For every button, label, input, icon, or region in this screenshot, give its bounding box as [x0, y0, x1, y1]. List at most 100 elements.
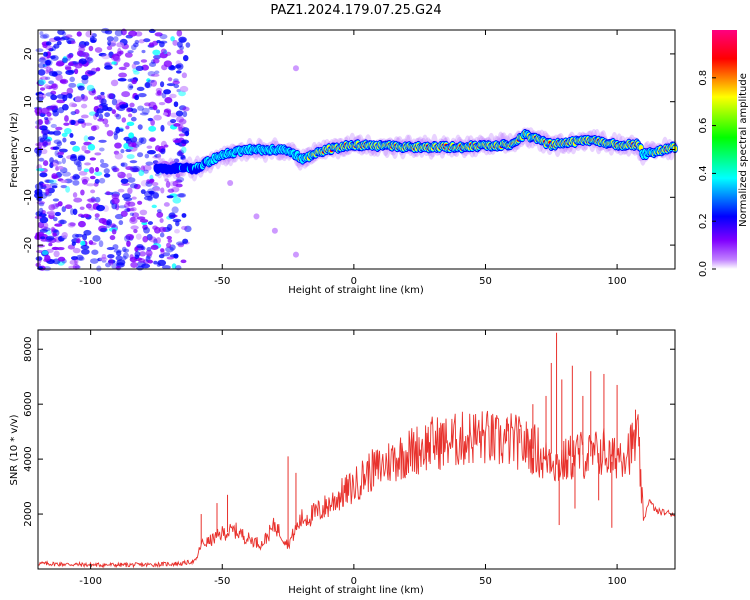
spectrogram-cell	[93, 113, 98, 120]
spectrogram-cell	[94, 217, 99, 221]
spectrogram-cell	[82, 233, 88, 241]
y-tick-label: 8000	[23, 337, 34, 362]
spectrogram-cell	[166, 223, 173, 231]
spectrogram-cell	[129, 254, 134, 260]
spectrogram-cell	[36, 168, 45, 172]
spectrogram-cell	[104, 112, 111, 118]
spectrogram-cell	[160, 48, 167, 54]
spectrogram-cell	[182, 106, 190, 112]
spectrogram-cell	[116, 171, 122, 176]
spectrogram-cell	[146, 233, 153, 241]
spectrogram-cell	[39, 228, 48, 233]
spectrogram-cell	[82, 213, 90, 218]
spectrogram-cell	[172, 197, 182, 204]
spectrogram-cell	[90, 125, 97, 132]
spectrogram-cell	[112, 165, 118, 173]
spectrogram-cell	[45, 188, 50, 196]
spectrogram-cell	[50, 90, 57, 95]
spectrogram-cell	[69, 140, 77, 146]
spectrogram-cell	[69, 102, 76, 108]
x-tick-label: -50	[214, 576, 230, 587]
spectrogram-cell	[56, 161, 62, 165]
x-tick-label: 100	[608, 576, 627, 587]
spectrogram-cell	[56, 141, 63, 147]
spectrogram-cell	[142, 235, 149, 243]
spectrogram-cell	[178, 105, 187, 111]
spectrogram-cell	[59, 78, 69, 85]
spectrogram-cell	[49, 104, 59, 110]
spectrogram-cell	[139, 209, 148, 216]
spectrogram-cell	[167, 238, 173, 243]
spectrogram-cell	[77, 155, 86, 162]
spectrogram-cell	[54, 150, 60, 157]
spectrogram-cell	[70, 111, 77, 116]
spectrogram-cell	[53, 250, 60, 258]
spectrogram-cell	[163, 60, 173, 68]
spectrogram-cell	[127, 113, 133, 118]
snr-series-line	[37, 410, 676, 569]
spectrogram-cell	[37, 118, 43, 125]
spectrogram-cell	[80, 114, 89, 119]
spectrogram-cell	[155, 237, 161, 244]
spectrogram-cell	[125, 125, 130, 130]
spectrogram-cell	[163, 108, 172, 114]
spectrogram-cell	[53, 36, 61, 41]
spectrogram-cell	[113, 55, 121, 63]
spectrogram-cell	[146, 78, 151, 83]
spectrogram-cell	[93, 96, 100, 100]
spectrogram-cell	[55, 126, 63, 131]
spectrogram-cell	[125, 107, 132, 113]
spectrogram-cell	[143, 226, 150, 234]
spectrogram-cell	[41, 250, 49, 255]
colorbar-ticks: 0.0 0.2 0.4 0.6 0.8	[698, 70, 716, 277]
spectrogram-cell	[133, 228, 138, 234]
spectrogram-cell	[166, 256, 175, 260]
spectrogram-cell	[76, 238, 81, 244]
spectrogram-cell	[153, 54, 161, 60]
spectrogram-cell	[72, 208, 78, 215]
spectrogram-cell	[155, 87, 163, 93]
spectrogram-cell	[141, 49, 146, 54]
spectrogram-cell	[67, 69, 76, 73]
spectrogram-cell	[98, 240, 104, 248]
spectrogram-cell	[180, 154, 186, 160]
spectrogram-cell	[86, 57, 94, 64]
y-tick-label: 4000	[23, 446, 34, 471]
spectrogram-cell	[113, 56, 121, 62]
spectrogram-cell	[148, 125, 157, 132]
spectrogram-y-ticks: -20 -10 0 10 20	[23, 48, 675, 253]
spectrogram-cell	[129, 160, 138, 164]
spectrogram-cell	[152, 58, 160, 64]
spectrogram-cell	[67, 40, 72, 45]
spectrogram-cell	[52, 216, 58, 222]
spectrogram-cell	[106, 247, 115, 251]
spectrogram-cell	[104, 29, 113, 35]
spectrogram-cell	[76, 50, 84, 57]
spectrogram-cell	[100, 98, 107, 105]
spectrogram-cell	[152, 192, 160, 199]
spectrogram-cell	[151, 182, 159, 187]
spectrogram-cell	[136, 244, 144, 249]
spectrogram-cell	[68, 265, 78, 269]
spectrogram-cell	[141, 107, 150, 115]
spectrogram-cell	[177, 242, 185, 248]
x-tick-label: 0	[351, 276, 357, 287]
spectrogram-cell	[152, 49, 161, 56]
spectrogram-cell	[179, 85, 189, 93]
spectrogram-cell	[38, 207, 44, 215]
spectrogram-cell	[169, 93, 177, 99]
y-tick-label: 0	[23, 146, 34, 152]
spectrogram-cell	[107, 254, 115, 259]
spectrogram-cell	[49, 55, 56, 60]
spectrogram-cell	[127, 83, 134, 91]
spectrogram-cell	[131, 142, 137, 148]
spectrogram-cell	[106, 45, 113, 51]
spectrogram-cell	[56, 246, 65, 251]
spectrogram-cell	[131, 63, 137, 69]
spectrogram-cell	[111, 109, 117, 115]
spectrogram-cell	[116, 259, 126, 266]
spectrogram-cell	[57, 154, 64, 159]
spectrogram-cell	[157, 153, 162, 160]
spectrogram-cell	[158, 226, 167, 233]
spectrogram-cell	[66, 87, 74, 95]
